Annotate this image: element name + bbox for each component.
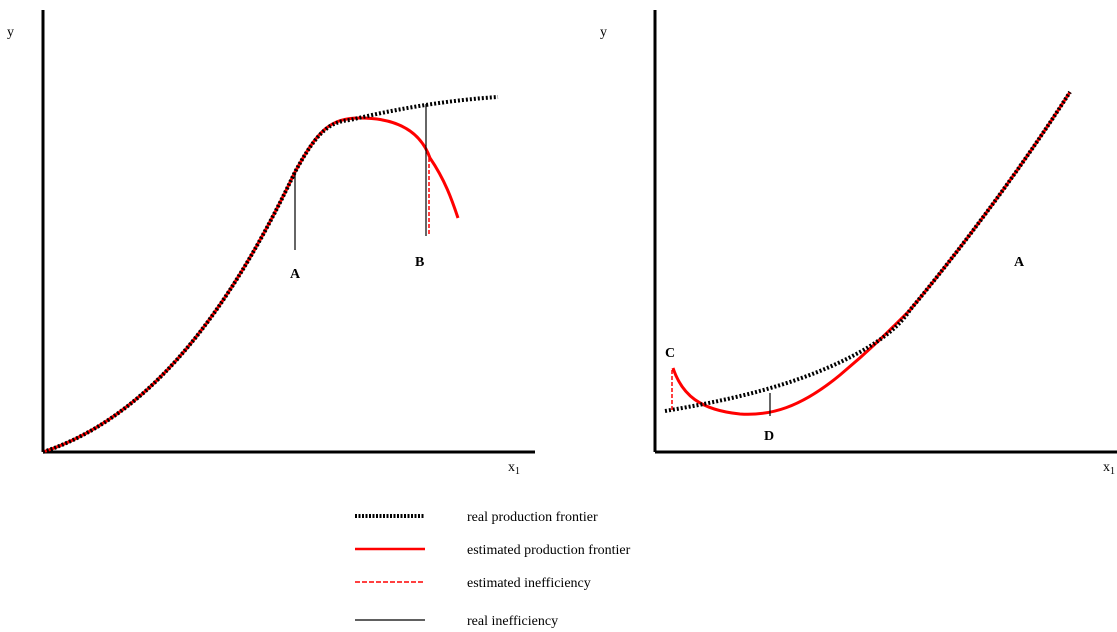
right-point-d-label: D <box>764 429 774 444</box>
right-panel: y x1 C D A <box>600 10 1117 477</box>
right-x-axis-label: x1 <box>1103 460 1115 477</box>
right-estimated-frontier <box>671 91 1072 416</box>
left-point-a-label: A <box>290 267 301 282</box>
left-point-b-label: B <box>415 255 424 270</box>
legend-label-real-inefficiency: real inefficiency <box>467 614 558 629</box>
right-point-a-label: A <box>1014 255 1025 270</box>
right-point-c-label: C <box>665 346 675 361</box>
left-panel: y x1 A B <box>7 10 535 477</box>
legend: real production frontier estimated produ… <box>355 510 631 629</box>
left-x-axis-label: x1 <box>508 460 520 477</box>
legend-label-estimated-inefficiency: estimated inefficiency <box>467 576 591 591</box>
right-real-frontier <box>664 90 1072 413</box>
right-y-axis-label: y <box>600 25 607 40</box>
legend-label-estimated-frontier: estimated production frontier <box>467 543 631 558</box>
left-estimated-frontier <box>42 116 460 454</box>
legend-label-real-frontier: real production frontier <box>467 510 598 525</box>
left-y-axis-label: y <box>7 25 14 40</box>
left-real-frontier <box>42 95 499 454</box>
